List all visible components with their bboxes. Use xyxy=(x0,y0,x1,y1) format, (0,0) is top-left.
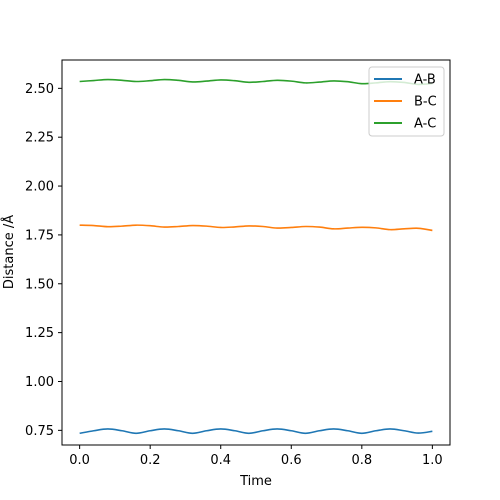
plot-frame xyxy=(61,59,451,446)
x-axis-ticks: 0.0 0.2 0.4 0.6 0.8 1.0 xyxy=(69,445,443,468)
legend-label-b-c: B-C xyxy=(414,95,437,110)
legend-label-a-b: A-B xyxy=(414,73,436,88)
series-line-a-b xyxy=(79,428,433,435)
x-tick-label: 1.0 xyxy=(422,453,443,468)
y-tick-label: 2.00 xyxy=(25,180,54,195)
legend: A-B B-C A-C xyxy=(368,66,445,137)
y-axis-ticks: 0.75 1.00 1.25 1.50 1.75 2.00 2.25 2.50 xyxy=(25,82,62,439)
x-axis-label: Time xyxy=(239,474,272,489)
legend-label-a-c: A-C xyxy=(414,117,436,132)
x-tick-label: 0.6 xyxy=(281,453,302,468)
y-axis-label: Distance /Å xyxy=(1,215,17,289)
y-tick-label: 1.25 xyxy=(25,326,54,341)
x-tick-label: 0.4 xyxy=(210,453,231,468)
y-tick-label: 0.75 xyxy=(25,424,54,439)
series-line-b-c xyxy=(79,224,433,232)
y-tick-label: 1.00 xyxy=(25,375,54,390)
y-tick-label: 1.50 xyxy=(25,277,54,292)
y-tick-label: 1.75 xyxy=(25,228,54,243)
y-tick-label: 2.50 xyxy=(25,82,54,97)
legend-box xyxy=(368,66,445,137)
x-tick-label: 0.8 xyxy=(351,453,372,468)
x-tick-label: 0.2 xyxy=(140,453,161,468)
y-tick-label: 2.25 xyxy=(25,131,54,146)
x-tick-label: 0.0 xyxy=(69,453,90,468)
